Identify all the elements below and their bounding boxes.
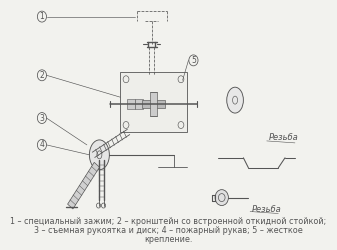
Bar — [142, 100, 165, 108]
Bar — [120, 72, 187, 132]
Text: 1 – специальный зажим; 2 – кронштейн со встроенной откидной стойкой;: 1 – специальный зажим; 2 – кронштейн со … — [10, 218, 327, 226]
Ellipse shape — [227, 87, 243, 113]
Text: крепление.: крепление. — [144, 236, 193, 244]
Text: 5: 5 — [191, 56, 196, 65]
Bar — [127, 99, 135, 109]
Polygon shape — [68, 162, 99, 209]
Text: 3 – съемная рукоятка и диск; 4 – пожарный рукав; 5 – жесткое: 3 – съемная рукоятка и диск; 4 – пожарны… — [34, 226, 303, 235]
Circle shape — [215, 190, 228, 206]
Bar — [150, 92, 157, 116]
Text: 2: 2 — [39, 71, 44, 80]
Text: Резьба: Резьба — [268, 134, 298, 142]
Ellipse shape — [89, 140, 110, 170]
Text: 1: 1 — [39, 12, 44, 21]
Text: Резьба: Резьба — [252, 205, 281, 214]
Text: 4: 4 — [39, 140, 44, 149]
Bar — [135, 99, 144, 109]
Text: 3: 3 — [39, 114, 44, 122]
